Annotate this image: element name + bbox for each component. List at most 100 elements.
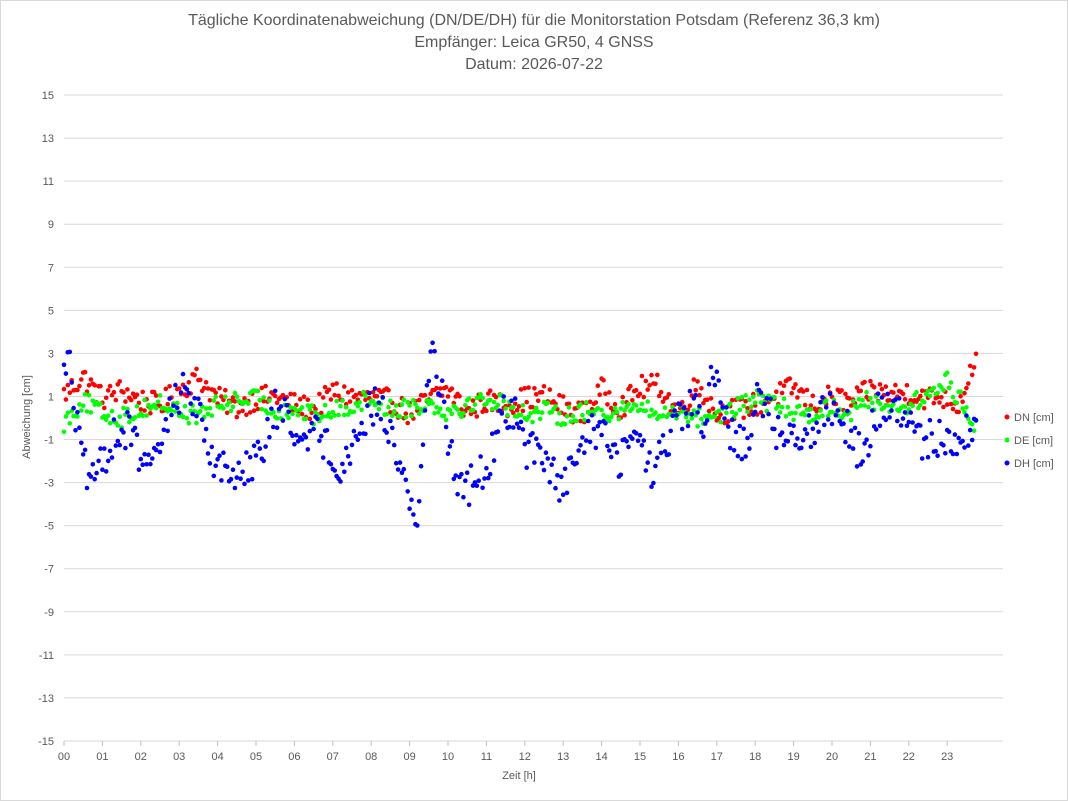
data-point-dn: [75, 387, 80, 393]
data-point-de: [355, 403, 361, 409]
data-point-dh: [557, 498, 562, 503]
data-point-de: [127, 419, 132, 425]
data-point-de: [397, 414, 403, 420]
data-point-dn: [105, 388, 111, 393]
data-point-de: [864, 389, 869, 395]
data-point-dh: [973, 417, 979, 423]
data-point-dh: [683, 411, 689, 416]
data-point-dn: [871, 384, 877, 390]
data-point-de: [140, 413, 145, 419]
data-point-dh: [607, 448, 612, 453]
data-point-dh: [144, 462, 149, 467]
x-tick-label: 18: [749, 751, 761, 763]
data-point-dh: [121, 430, 126, 435]
data-point-dn: [839, 388, 844, 393]
data-point-dh: [829, 421, 835, 427]
data-point-dn: [693, 387, 698, 393]
data-point-de: [779, 404, 785, 410]
data-point-de: [856, 397, 862, 402]
data-point-de: [727, 401, 733, 406]
data-point-dn: [877, 382, 883, 387]
data-point-dh: [549, 462, 554, 468]
data-point-dh: [906, 419, 912, 425]
data-point-dn: [326, 387, 332, 393]
data-point-de: [860, 397, 865, 403]
data-point-dn: [121, 390, 126, 395]
data-point-dh: [411, 512, 416, 517]
data-point-de: [257, 398, 263, 403]
data-point-dh: [159, 441, 165, 447]
data-point-dh: [553, 485, 558, 491]
data-point-dh: [282, 396, 288, 402]
data-point-dh: [896, 396, 902, 401]
data-point-dn: [251, 408, 257, 414]
gridlines: [64, 94, 1003, 742]
data-point-dh: [772, 426, 777, 432]
data-point-dh: [399, 470, 405, 476]
data-point-de: [441, 413, 447, 419]
data-point-dh: [236, 460, 241, 466]
data-point-dh: [84, 485, 90, 491]
data-point-de: [964, 405, 969, 410]
data-point-de: [407, 403, 412, 408]
data-point-dn: [213, 390, 218, 396]
data-point-de: [958, 389, 963, 395]
data-point-de: [228, 408, 234, 414]
data-point-dn: [902, 397, 908, 402]
x-tick-label: 01: [96, 751, 108, 763]
data-point-de: [935, 390, 940, 396]
data-point-dh: [612, 442, 618, 447]
data-point-dh: [603, 420, 608, 426]
data-point-dh: [384, 430, 389, 435]
x-tick-labels: 00 01 02 03 04 05 06 07 08 09 10 11 12 13 14 15 16 17 18 19…: [58, 741, 953, 763]
data-point-dh: [591, 426, 597, 432]
data-point-dh: [290, 433, 295, 439]
data-point-de: [267, 398, 272, 403]
data-point-de: [616, 416, 622, 422]
data-point-dn: [336, 393, 341, 399]
data-point-dn: [328, 397, 334, 402]
x-tick-label: 13: [557, 751, 569, 763]
data-point-dn: [656, 393, 662, 399]
data-point-de: [758, 400, 764, 405]
data-point-dh: [580, 435, 585, 440]
x-axis-title: Zeit [h]: [502, 770, 536, 782]
y-tick-label: -3: [44, 478, 54, 490]
data-point-dn: [349, 387, 355, 393]
data-point-dh: [230, 467, 236, 473]
data-point-de: [305, 403, 311, 408]
data-point-dh: [487, 471, 493, 477]
data-point-de: [320, 414, 326, 419]
data-point-de: [950, 394, 956, 400]
data-point-dh: [583, 438, 589, 443]
data-point-dn: [526, 385, 531, 390]
data-point-de: [729, 409, 735, 415]
data-point-dh: [585, 418, 591, 424]
data-point-dh: [338, 479, 343, 484]
data-point-dn: [637, 391, 643, 397]
data-point-dh: [368, 413, 374, 419]
data-point-dh: [895, 418, 900, 424]
data-point-de: [858, 403, 864, 408]
data-point-de: [359, 407, 364, 413]
data-point-dh: [724, 405, 729, 410]
data-point-dn: [534, 392, 539, 397]
data-point-dh: [593, 445, 599, 451]
y-tick-label: 11: [43, 176, 54, 188]
data-point-dh: [324, 428, 330, 433]
data-point-dn: [445, 394, 451, 399]
data-point-de: [211, 398, 217, 403]
y-tick-label: 9: [48, 219, 54, 231]
data-point-dh: [933, 448, 938, 454]
data-point-de: [84, 409, 90, 414]
data-point-dh: [674, 413, 679, 418]
data-point-dn: [86, 383, 92, 388]
data-point-dn: [967, 363, 973, 369]
data-point-dh: [710, 375, 716, 381]
data-point-dh: [100, 467, 105, 473]
data-point-dn: [345, 390, 351, 395]
data-point-dh: [704, 418, 710, 423]
data-point-dn: [332, 392, 338, 398]
data-point-dn: [518, 387, 524, 392]
data-point-de: [434, 404, 439, 410]
